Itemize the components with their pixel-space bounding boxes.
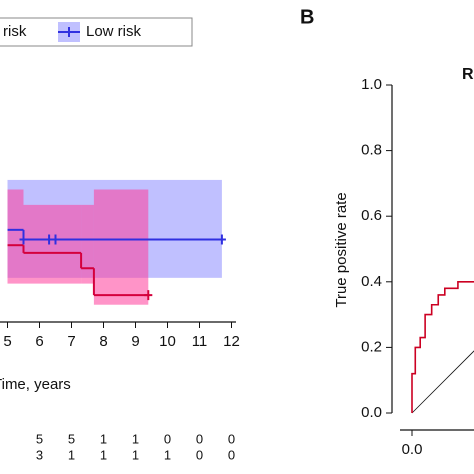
x-tick-label: 0.0 (402, 441, 423, 458)
ci-band (93, 189, 149, 305)
censor-mark (19, 234, 28, 245)
panel-label: B (300, 6, 314, 28)
y-tick-label: 0.8 (361, 142, 382, 159)
y-tick-label: 0.0 (361, 404, 382, 421)
ci-band (23, 204, 82, 284)
ci-band (7, 189, 24, 284)
y-tick-label: 0.6 (361, 207, 382, 224)
x-tick-label: 11 (192, 333, 208, 350)
risk-count: 1 (100, 447, 107, 462)
legend-label: High risk (0, 23, 27, 40)
ci-band (81, 204, 94, 284)
censor-mark (217, 234, 226, 245)
risk-count: 1 (164, 447, 171, 462)
y-tick-label: 0.2 (361, 338, 382, 355)
risk-count: 0 (196, 431, 203, 446)
y-tick-label: 1.0 (361, 76, 382, 93)
risk-count: 1 (132, 431, 139, 446)
reference-diagonal (411, 350, 474, 414)
risk-count: 0 (196, 447, 203, 462)
y-axis-label: True positive rate (333, 192, 350, 307)
risk-count: 0 (164, 431, 171, 446)
risk-count: 0 (228, 447, 235, 462)
x-tick-label: 5 (3, 333, 11, 350)
x-tick-label: 10 (159, 333, 176, 350)
x-tick-label: 6 (35, 333, 43, 350)
roc-curve (411, 281, 474, 413)
x-tick-label: 9 (131, 333, 139, 350)
censor-mark (144, 290, 153, 301)
legend-box (0, 17, 193, 47)
x-axis-label: Time, years (0, 376, 71, 393)
risk-count: 1 (68, 447, 75, 462)
risk-count: 5 (68, 431, 75, 446)
chart-title: ROC curve (462, 66, 474, 83)
x-tick-label: 8 (99, 333, 107, 350)
censor-mark (51, 234, 60, 245)
x-tick-label: 7 (67, 333, 75, 350)
x-tick-label: 12 (223, 333, 240, 350)
risk-count: 1 (132, 447, 139, 462)
risk-count: 3 (36, 447, 43, 462)
legend-label: Low risk (86, 23, 142, 40)
risk-count: 0 (228, 431, 235, 446)
legend-line (58, 27, 80, 37)
risk-count: 5 (36, 431, 43, 446)
y-tick-label: 0.4 (361, 273, 382, 290)
risk-count: 1 (100, 431, 107, 446)
